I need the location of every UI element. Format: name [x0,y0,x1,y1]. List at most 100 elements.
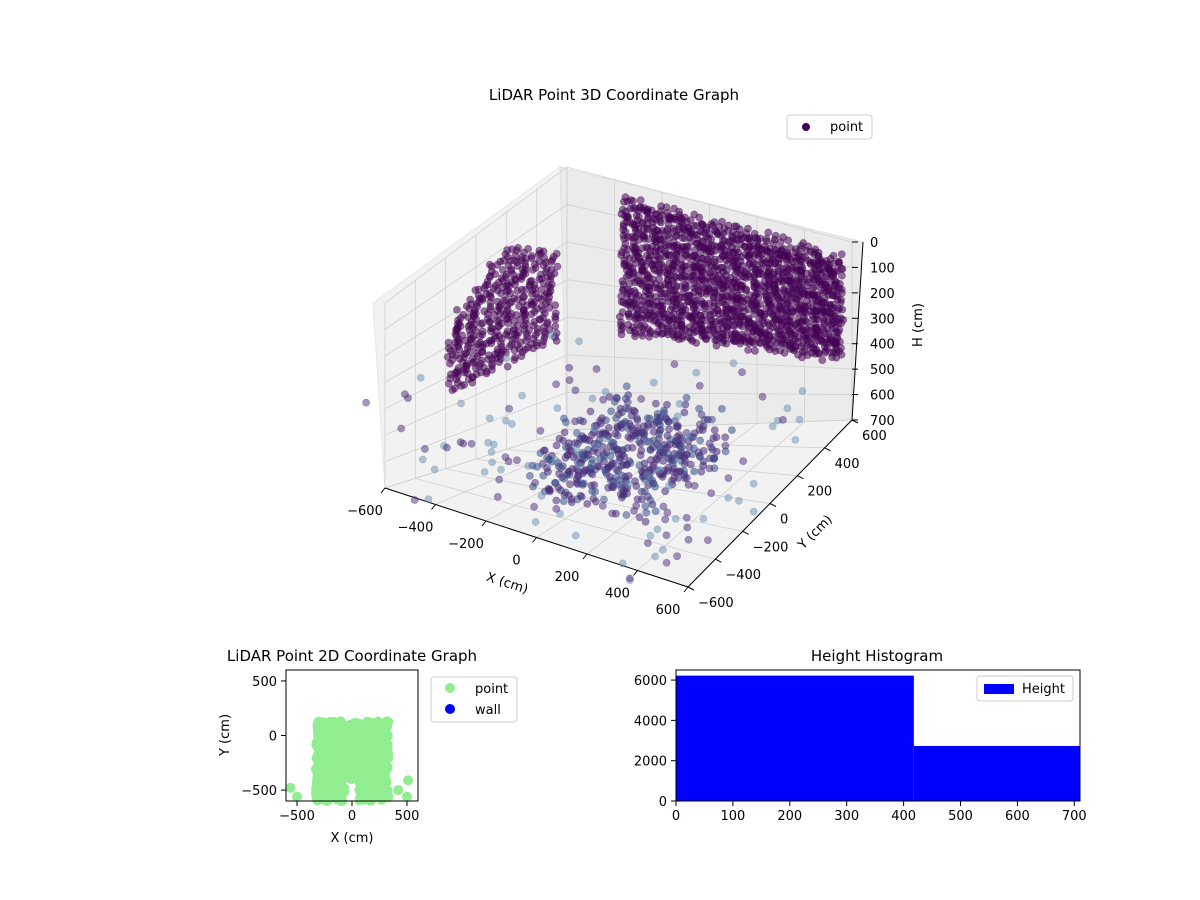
point-2d [342,725,353,736]
point-3d [838,305,847,314]
point-3d [568,464,577,473]
legend-3d-point-marker [802,123,810,131]
x-tick-mark [582,553,588,560]
x-tick-mark [633,570,638,576]
point-2d [377,744,388,755]
point-3d [665,481,673,490]
point-3d [552,504,561,513]
point-3d [680,474,689,483]
point-3d [613,445,622,454]
point-3d [586,407,595,416]
x-tick-mark [683,586,689,593]
point-3d [400,390,409,399]
point-3d [780,348,789,357]
point-3d [460,353,469,361]
point-3d [724,474,733,482]
point-3d [742,286,750,295]
point-3d [694,448,703,457]
point-3d [497,465,505,474]
point-3d [681,305,690,314]
point-3d [478,330,487,339]
point-3d [756,300,765,309]
y-tick-label-hist: 0 [659,795,667,810]
point-3d [776,238,785,247]
point-3d [467,439,476,448]
x-axis-label-2d: X (cm) [331,831,374,846]
point-3d [543,318,552,327]
point-3d [506,289,515,298]
point-3d [705,439,714,448]
point-3d [362,398,370,407]
point-3d [424,495,433,504]
histogram-bar [913,745,1080,801]
point-3d [580,479,588,488]
point-3d [598,501,607,510]
point-3d [591,487,599,496]
x-tick-label-hist: 200 [777,809,802,824]
point-3d [544,297,553,306]
point-3d [609,438,618,447]
point-2d [403,775,414,786]
point-3d [486,272,495,280]
point-3d [675,399,684,408]
point-3d [571,417,579,426]
point-3d [710,453,719,462]
point-3d [623,398,632,406]
point-3d [625,574,634,583]
point-3d [606,473,614,481]
point-2d [292,791,302,802]
point-3d [547,257,555,266]
point-3d [663,431,672,440]
point-3d [675,431,684,439]
point-3d [724,493,733,502]
point-3d [590,481,599,489]
point-3d [659,545,667,554]
y-tick-label-hist: 4000 [634,714,667,729]
legend-histogram-label: Height [1022,682,1065,697]
point-3d [410,496,419,504]
point-cloud-2d [285,716,414,806]
point-3d [703,415,712,424]
point-3d [678,334,686,343]
point-3d [545,303,554,312]
point-3d [493,492,502,501]
point-3d [420,444,429,453]
point-3d [471,343,480,352]
x-tick-label-hist: 400 [891,809,916,824]
y-tick-label-2d: 0 [269,730,277,745]
point-3d [658,472,667,481]
point-3d [628,443,637,452]
z-tick-label: 500 [870,363,895,378]
point-2d [326,789,337,800]
point-3d [749,507,758,516]
point-3d [526,471,534,480]
point-3d [683,283,691,292]
point-2d [369,737,380,748]
point-2d [335,770,346,781]
point-3d [485,414,494,423]
point-2d [360,791,371,801]
point-3d [680,408,689,417]
point-3d [791,435,800,444]
point-3d [482,369,491,378]
x-tick-label-hist: 600 [1005,809,1030,824]
point-3d [619,460,627,469]
point-3d [452,305,461,314]
point-3d [487,365,496,374]
legend-histogram: Height [976,675,1074,702]
point-3d [478,295,487,304]
x-tick-label-hist: 0 [672,809,680,824]
point-3d [683,523,692,532]
point-3d [838,271,846,280]
point-2d [377,788,388,799]
point-3d [442,443,451,452]
point-3d [614,476,623,485]
point-3d [430,465,439,474]
y-tick-mark [824,447,831,452]
point-3d [673,450,682,459]
point-3d [631,332,639,341]
point-3d [551,315,560,324]
z-tick-label: 200 [870,287,895,302]
x-tick-label: 600 [656,603,681,618]
